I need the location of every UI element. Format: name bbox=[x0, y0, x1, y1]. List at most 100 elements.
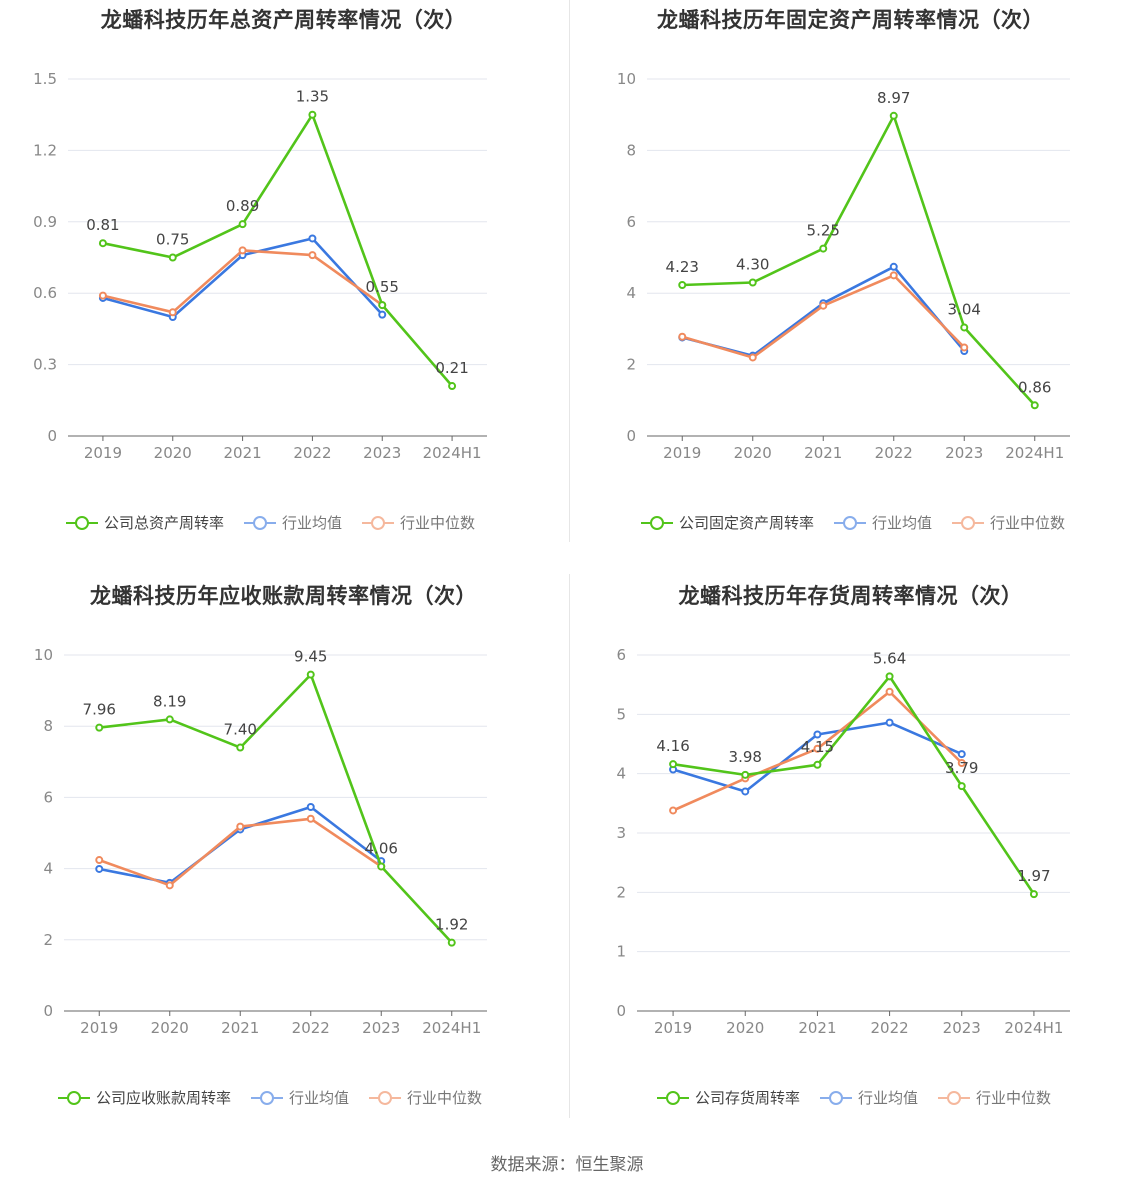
data-point-company bbox=[670, 761, 676, 767]
data-label: 8.19 bbox=[153, 692, 186, 710]
legend-item-avg[interactable]: 行业均值 bbox=[834, 512, 932, 533]
data-point-median bbox=[96, 857, 102, 863]
x-tick-label: 2021 bbox=[221, 1019, 259, 1037]
legend-item-avg[interactable]: 行业均值 bbox=[820, 1087, 918, 1108]
x-tick-label: 2021 bbox=[798, 1019, 836, 1037]
y-tick-label: 0 bbox=[626, 427, 636, 445]
chart-fixed-asset-turnover: 龙蟠科技历年固定资产周转率情况（次） 0 2 4 6 8 10 2019 2020 2021 20… bbox=[567, 0, 1134, 576]
legend-line-circle-icon bbox=[820, 1089, 852, 1107]
data-point-company bbox=[679, 282, 685, 288]
x-tick-label: 2019 bbox=[84, 444, 122, 462]
legend-label: 行业中位数 bbox=[400, 512, 475, 533]
y-tick-label: 2 bbox=[626, 356, 636, 374]
y-tick-label: 4 bbox=[43, 860, 53, 878]
chart-plot: 02468102019 2020 2021 2022 2023 2024H17.96 8.1… bbox=[0, 576, 567, 1152]
data-label: 4.16 bbox=[656, 737, 689, 755]
data-point-avg bbox=[887, 720, 893, 726]
data-label: 1.97 bbox=[1017, 867, 1050, 885]
data-point-avg bbox=[891, 264, 897, 270]
legend: 公司固定资产周转率 行业均值 行业中位数 bbox=[641, 512, 1065, 533]
y-tick-label: 0 bbox=[616, 1002, 626, 1020]
y-tick-label: 4 bbox=[616, 765, 626, 783]
legend-line-circle-icon bbox=[66, 514, 98, 532]
y-tick-label: 10 bbox=[617, 70, 636, 88]
y-tick-label: 1.5 bbox=[33, 70, 57, 88]
legend-item-median[interactable]: 行业中位数 bbox=[952, 512, 1065, 533]
x-tick-label: 2021 bbox=[223, 444, 261, 462]
x-tick-label: 2023 bbox=[362, 1019, 400, 1037]
data-label: 0.89 bbox=[226, 197, 259, 215]
legend-label: 行业中位数 bbox=[407, 1087, 482, 1108]
data-point-median bbox=[961, 344, 967, 350]
legend-item-median[interactable]: 行业中位数 bbox=[938, 1087, 1051, 1108]
x-tick-label: 2020 bbox=[151, 1019, 189, 1037]
x-tick-label: 2020 bbox=[734, 444, 772, 462]
data-label: 5.64 bbox=[873, 649, 906, 667]
y-tick-label: 0.3 bbox=[33, 356, 57, 374]
y-tick-label: 0.9 bbox=[33, 213, 57, 231]
y-tick-label: 2 bbox=[616, 883, 626, 901]
data-label: 5.25 bbox=[807, 222, 840, 240]
data-point-median bbox=[891, 272, 897, 278]
y-tick-label: 8 bbox=[626, 141, 636, 159]
legend-line-circle-icon bbox=[938, 1089, 970, 1107]
legend-line-circle-icon bbox=[641, 514, 673, 532]
data-point-company bbox=[449, 383, 455, 389]
data-point-company bbox=[814, 762, 820, 768]
data-point-company bbox=[449, 940, 455, 946]
data-point-company bbox=[308, 672, 314, 678]
data-point-median bbox=[237, 824, 243, 830]
x-tick-label: 2022 bbox=[875, 444, 913, 462]
legend-item-company[interactable]: 公司总资产周转率 bbox=[66, 512, 224, 533]
chart-plot: 02468102019 2020 2021 2022 2023 2024H14.23 4.3… bbox=[567, 0, 1134, 576]
legend-label: 行业中位数 bbox=[990, 512, 1065, 533]
y-tick-label: 6 bbox=[43, 788, 53, 806]
data-point-company bbox=[1031, 891, 1037, 897]
x-tick-label: 2024H1 bbox=[1004, 1019, 1063, 1037]
data-point-avg bbox=[379, 312, 385, 318]
data-label: 4.23 bbox=[666, 258, 699, 276]
data-label: 0.75 bbox=[156, 231, 189, 249]
legend-item-avg[interactable]: 行业均值 bbox=[244, 512, 342, 533]
data-label: 7.96 bbox=[83, 701, 116, 719]
data-point-company bbox=[961, 324, 967, 330]
data-label: 4.15 bbox=[801, 738, 834, 756]
legend-item-company[interactable]: 公司存货周转率 bbox=[657, 1087, 800, 1108]
data-point-median bbox=[240, 247, 246, 253]
x-tick-label: 2019 bbox=[663, 444, 701, 462]
data-point-company bbox=[959, 783, 965, 789]
data-point-company bbox=[378, 863, 384, 869]
data-point-median bbox=[170, 309, 176, 315]
data-point-company bbox=[1032, 402, 1038, 408]
legend-label: 行业均值 bbox=[289, 1087, 349, 1108]
data-point-company bbox=[167, 716, 173, 722]
data-label: 1.35 bbox=[296, 88, 329, 106]
data-label: 3.79 bbox=[945, 759, 978, 777]
y-tick-label: 4 bbox=[626, 284, 636, 302]
data-label: 0.86 bbox=[1018, 378, 1051, 396]
data-point-avg bbox=[309, 235, 315, 241]
series-line-median bbox=[682, 275, 964, 357]
data-label: 0.21 bbox=[435, 359, 468, 377]
x-tick-label: 2019 bbox=[654, 1019, 692, 1037]
data-point-company bbox=[820, 246, 826, 252]
legend-label: 公司总资产周转率 bbox=[104, 512, 224, 533]
legend-item-company[interactable]: 公司固定资产周转率 bbox=[641, 512, 814, 533]
data-point-avg bbox=[959, 751, 965, 757]
data-point-company bbox=[240, 221, 246, 227]
legend-item-median[interactable]: 行业中位数 bbox=[369, 1087, 482, 1108]
x-tick-label: 2022 bbox=[292, 1019, 330, 1037]
legend-item-company[interactable]: 公司应收账款周转率 bbox=[58, 1087, 231, 1108]
y-tick-label: 6 bbox=[616, 646, 626, 664]
data-label: 7.40 bbox=[224, 721, 257, 739]
data-point-company bbox=[100, 240, 106, 246]
x-tick-label: 2020 bbox=[726, 1019, 764, 1037]
x-tick-label: 2023 bbox=[363, 444, 401, 462]
legend-label: 行业均值 bbox=[872, 512, 932, 533]
legend-item-median[interactable]: 行业中位数 bbox=[362, 512, 475, 533]
data-label: 4.06 bbox=[365, 839, 398, 857]
chart-receivables-turnover: 龙蟠科技历年应收账款周转率情况（次） 0 2 4 6 8 10 2019 2020 2021 20… bbox=[0, 576, 567, 1152]
legend-line-circle-icon bbox=[244, 514, 276, 532]
legend-item-avg[interactable]: 行业均值 bbox=[251, 1087, 349, 1108]
chart-inventory-turnover: 龙蟠科技历年存货周转率情况（次） 0 1 2 3 4 5 6 2019 2020 2021 2022… bbox=[567, 576, 1134, 1152]
